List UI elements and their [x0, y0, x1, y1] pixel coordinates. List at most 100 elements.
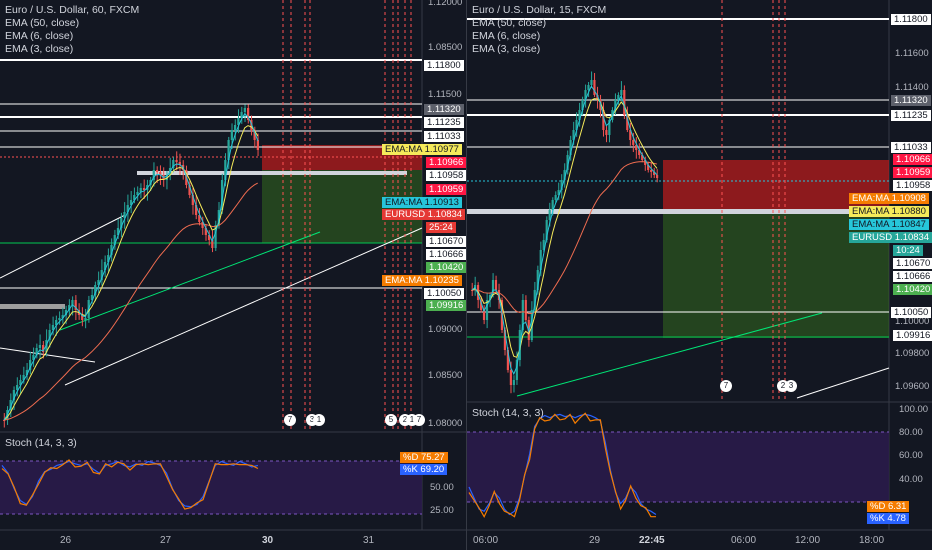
left-scale-tick: 1.12000 [428, 0, 463, 8]
right-candle-body [623, 90, 626, 115]
left-stoch-scale-tick: 50.00 [430, 482, 454, 493]
right-chart-canvas[interactable] [467, 0, 932, 550]
left-time-tick: 27 [160, 535, 172, 546]
left-candle-body [19, 380, 22, 385]
right-event-marker[interactable]: 7 [720, 380, 732, 392]
left-stoch-scale-tick: 25.00 [430, 505, 454, 516]
left-event-marker[interactable]: 5 [385, 414, 397, 426]
left-candle-body [142, 188, 146, 190]
left-candle-body [48, 330, 51, 340]
left-candle-body [243, 108, 246, 112]
left-event-marker[interactable]: 1 [313, 414, 325, 426]
left-indicator-ema50[interactable]: EMA (50, close) [5, 17, 80, 29]
left-candle-body [237, 118, 240, 125]
left-candle-body [230, 130, 233, 140]
left-candle-body [207, 235, 211, 240]
left-time-tick: 31 [363, 535, 375, 546]
left-candle-body [198, 215, 201, 222]
right-indicator-ema3[interactable]: EMA (3, close) [472, 43, 541, 55]
left-stoch-value: %D 75.27 [400, 452, 448, 463]
right-level-band [467, 209, 889, 214]
left-time-tick: 26 [60, 535, 72, 546]
right-price-label: 1.11320 [891, 95, 931, 106]
left-stoch-value: %K 69.20 [400, 464, 448, 475]
left-ema3-line [3, 112, 259, 421]
right-time-tick: 18:00 [859, 535, 885, 546]
left-candle-body [126, 205, 129, 212]
right-indicator-ema50[interactable]: EMA (50, close) [472, 17, 547, 29]
right-candle-body [581, 100, 584, 110]
left-candle-body [12, 390, 16, 400]
right-scale-tick: 1.11400 [895, 82, 929, 93]
right-candle-body [650, 170, 653, 172]
left-trendline [0, 214, 126, 279]
left-candle-body [51, 325, 55, 330]
right-ema6-line [471, 98, 658, 358]
left-chart-canvas[interactable] [0, 0, 466, 550]
left-price-label: 1.11800 [424, 60, 464, 71]
right-indicator-ema6[interactable]: EMA (6, close) [472, 30, 541, 42]
left-candle-body [35, 348, 38, 355]
left-candle-body [191, 195, 194, 205]
left-candle-body [64, 310, 68, 315]
right-candle-body [545, 220, 548, 240]
left-candle-body [42, 345, 45, 352]
left-price-tag: 1.10966 [426, 157, 466, 168]
right-candle-body [503, 330, 507, 350]
left-candle-body [81, 315, 84, 320]
left-time-tick: 30 [262, 535, 274, 546]
left-price-label: 1.11320 [424, 104, 464, 115]
left-candle-body [94, 285, 97, 295]
right-candle-body [548, 210, 551, 220]
left-price-tag: 1.10666 [426, 249, 466, 260]
left-indicator-ema6[interactable]: EMA (6, close) [5, 30, 74, 42]
left-chart-panel[interactable]: Euro / U.S. Dollar, 60, FXCM EMA (50, cl… [0, 0, 466, 550]
left-candle-body [116, 228, 120, 235]
left-candle-body [253, 130, 256, 140]
right-chart-panel[interactable]: Euro / U.S. Dollar, 15, FXCM EMA (50, cl… [466, 0, 932, 550]
left-event-marker[interactable]: 7 [413, 414, 425, 426]
left-candle-body [9, 400, 12, 410]
right-candle-body [617, 95, 620, 100]
right-stoch-value: %K 4.78 [867, 513, 909, 524]
right-candle-body [647, 165, 650, 170]
right-candle-body [491, 280, 495, 295]
left-scale-tick: 1.08000 [428, 418, 463, 429]
left-stoch-title[interactable]: Stoch (14, 3, 3) [5, 437, 77, 449]
right-candle-body [569, 140, 572, 155]
right-stoch-title[interactable]: Stoch (14, 3, 3) [472, 407, 544, 419]
right-candle-body [641, 155, 644, 160]
right-candle-body [596, 95, 599, 100]
left-candle-body [256, 140, 259, 150]
right-price-tag: 10:24 [893, 245, 923, 256]
left-price-tag: 25:24 [426, 222, 456, 233]
right-candle-body [632, 140, 635, 145]
left-price-tag: 1.10958 [426, 170, 466, 181]
left-candle-body [211, 240, 214, 248]
left-indicator-ema3[interactable]: EMA (3, close) [5, 43, 74, 55]
left-candle-body [22, 375, 25, 380]
right-candle-body [506, 350, 509, 370]
left-event-marker[interactable]: 7 [284, 414, 296, 426]
left-price-tag: 1.09916 [426, 300, 466, 311]
right-stoch-scale-tick: 100.00 [899, 404, 929, 415]
left-candle-body [139, 188, 142, 192]
right-candle-body [560, 180, 563, 190]
right-price-tag: EMA:MA 1.10880 [849, 206, 929, 217]
left-candle-body [3, 420, 6, 421]
right-candle-body [602, 110, 605, 130]
right-event-marker[interactable]: 3 [785, 380, 797, 392]
left-candle-body [97, 280, 100, 285]
left-candle-body [103, 262, 107, 270]
left-price-label: 1.10050 [424, 288, 465, 299]
left-candle-body [172, 160, 175, 168]
left-candle-body [68, 305, 71, 310]
right-price-tag: EURUSD 1.10834 [849, 232, 932, 243]
left-candle-body [175, 160, 178, 162]
left-candle-body [74, 300, 77, 310]
left-scale-tick: 1.09000 [428, 324, 463, 335]
left-candle-body [201, 222, 204, 228]
right-candle-body [605, 130, 608, 135]
left-candle-body [61, 315, 64, 318]
right-target-zone [663, 210, 889, 338]
